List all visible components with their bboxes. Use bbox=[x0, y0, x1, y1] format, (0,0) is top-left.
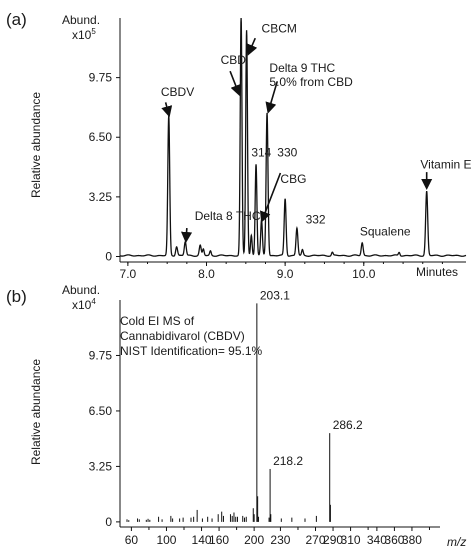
panel-a-peak-arrow bbox=[265, 81, 279, 114]
panel-b-x-tick-label: 310 bbox=[341, 533, 361, 547]
panel-a-peak-arrow bbox=[180, 228, 193, 244]
panel-a-x-tick-label: 8.0 bbox=[198, 267, 215, 281]
panel-a-y-tick-label: 9.75 bbox=[89, 71, 113, 85]
panel-a-peak-label: CBDV bbox=[161, 85, 194, 99]
panel-a-x-tick-label: 9.0 bbox=[277, 267, 294, 281]
panel-b-peak-labels: 203.1 218.2 286.2 bbox=[260, 288, 363, 468]
panel-a-peak-arrow bbox=[259, 172, 282, 223]
panel-a-label: (a) bbox=[6, 10, 27, 29]
panel-b-x-tick-label: 270 bbox=[305, 533, 325, 547]
panel-a-axes bbox=[119, 18, 466, 263]
panel-a-unit-base: x10 bbox=[72, 28, 92, 42]
panel-b-label: (b) bbox=[6, 287, 27, 306]
panel-a-chromatogram-trace bbox=[119, 17, 467, 257]
panel-b-unit-abund: Abund. bbox=[62, 283, 100, 297]
panel-b-unit-exponent: 4 bbox=[91, 297, 96, 306]
panel-a-peak-label: 332 bbox=[306, 212, 326, 226]
panel-b-x-axis-label: m/z bbox=[447, 535, 466, 549]
panel-a-peak-arrow bbox=[229, 70, 242, 97]
panel-b-y-axis-label: Relative abundance bbox=[29, 359, 43, 465]
panel-b-x-tick-label: 60 bbox=[125, 533, 139, 547]
panel-a-ticks: 0 3.25 6.50 9.75 7.0 8.0 9.0 10.0 bbox=[89, 71, 443, 281]
panel-b-peak-label: 286.2 bbox=[333, 418, 363, 432]
panel-b-y-tick-label: 0 bbox=[105, 515, 112, 529]
panel-b-peak-label: 203.1 bbox=[260, 288, 290, 302]
panel-a-unit-exponent: 5 bbox=[91, 27, 96, 36]
panel-b-caption-line2: Cannabidivarol (CBDV) bbox=[120, 329, 245, 343]
panel-b-x-tick-label: 100 bbox=[156, 533, 176, 547]
panel-a-y-tick-label: 6.50 bbox=[89, 130, 113, 144]
panel-b-x-tick-label: 200 bbox=[244, 533, 264, 547]
panel-a-y-axis-label: Relative abundance bbox=[29, 92, 43, 198]
panel-b-x-tick-label: 290 bbox=[323, 533, 343, 547]
panel-a-peak-label: Squalene bbox=[360, 224, 411, 238]
panel-b-caption-line3: NIST Identification= 95.1% bbox=[120, 344, 263, 358]
panel-a-peak-label: 5.0% from CBD bbox=[269, 75, 353, 89]
panel-b-unit-scale: x104 bbox=[72, 297, 96, 312]
panel-a-peak-label: 314 bbox=[251, 146, 271, 160]
panel-b-peaks bbox=[126, 303, 331, 522]
panel-a-y-tick-label: 0 bbox=[105, 249, 112, 263]
panel-a-chromatogram: (a) Abund. x105 Relative abundance 0 3.25… bbox=[6, 10, 474, 281]
panel-a-peak-label: CBG bbox=[280, 172, 306, 186]
panel-b-y-tick-label: 3.25 bbox=[89, 459, 113, 473]
panel-b-y-tick-label: 9.75 bbox=[89, 348, 113, 362]
panel-b-x-tick-label: 380 bbox=[402, 533, 422, 547]
panel-a-peak-label: Vitamin E α bbox=[420, 157, 474, 171]
panel-a-peak-arrow bbox=[246, 37, 258, 56]
panel-b-x-tick-label: 340 bbox=[367, 533, 387, 547]
panel-a-peak-label: CBD bbox=[221, 53, 247, 67]
panel-b-y-tick-label: 6.50 bbox=[89, 404, 113, 418]
panel-a-peak-label: 330 bbox=[277, 146, 297, 160]
panel-a-peak-label: CBCM bbox=[262, 22, 297, 36]
panel-a-x-tick-label: 10.0 bbox=[352, 267, 376, 281]
panel-a-x-axis-label: Minutes bbox=[416, 265, 458, 279]
panel-a-peak-label: Delta 9 THC bbox=[269, 61, 335, 75]
panel-a-unit-abund: Abund. bbox=[62, 13, 100, 27]
panel-b-x-tick-label: 140 bbox=[192, 533, 212, 547]
panel-b-mass-spectrum: (b) Abund. x104 Relative abundance Cold … bbox=[6, 283, 466, 549]
panel-a-peak-label: Delta 8 THC bbox=[195, 209, 261, 223]
panel-b-x-tick-label: 230 bbox=[270, 533, 290, 547]
panel-a-x-tick-label: 7.0 bbox=[120, 267, 137, 281]
panel-b-x-tick-label: 160 bbox=[209, 533, 229, 547]
panel-b-unit-base: x10 bbox=[72, 298, 92, 312]
panel-a-peak-arrow bbox=[161, 102, 173, 118]
panel-b-x-tick-label: 360 bbox=[384, 533, 404, 547]
panel-a-y-tick-label: 3.25 bbox=[89, 190, 113, 204]
panel-a-unit-scale: x105 bbox=[72, 27, 96, 42]
panel-b-caption-line1: Cold EI MS of bbox=[120, 314, 195, 328]
panel-b-peak-label: 218.2 bbox=[273, 454, 303, 468]
